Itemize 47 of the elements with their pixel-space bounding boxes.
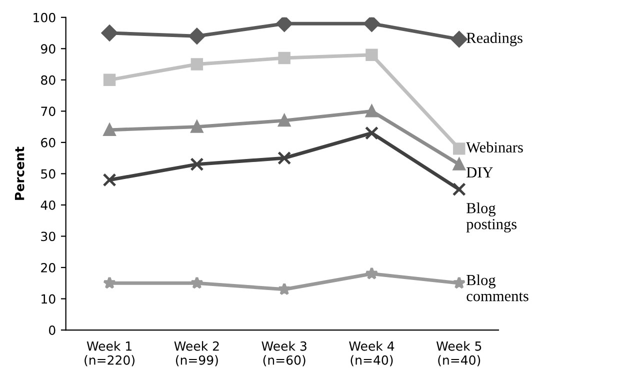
x-tick-label: Week 1 (n=220) <box>84 341 134 366</box>
y-tick-label: 20 <box>41 262 56 272</box>
point <box>452 276 466 289</box>
series-label: Readings <box>466 32 522 46</box>
point <box>278 282 291 296</box>
y-tick-label: 60 <box>41 138 56 148</box>
point <box>366 48 378 61</box>
point <box>276 17 292 32</box>
x-tick-label: Week 3 (n=60) <box>262 341 306 366</box>
point <box>365 266 378 280</box>
point <box>103 276 116 289</box>
point <box>190 58 204 70</box>
x-tick-label: Week 4 (n=40) <box>349 341 394 366</box>
y-tick-label: 70 <box>41 106 56 116</box>
point <box>452 182 466 196</box>
point <box>451 31 468 48</box>
point <box>188 28 206 44</box>
point <box>278 52 290 64</box>
series-label: Blog comments <box>466 274 528 302</box>
point <box>453 142 466 155</box>
y-axis-title: Percent <box>14 146 24 200</box>
point <box>364 17 380 32</box>
y-tick-label: 90 <box>40 44 56 54</box>
y-tick-label: 40 <box>40 200 56 210</box>
point <box>364 126 379 140</box>
point <box>190 120 204 133</box>
point <box>101 24 118 42</box>
x-tick-label: Week 5 (n=40) <box>436 341 482 366</box>
point <box>366 105 378 118</box>
point <box>278 151 292 165</box>
y-tick-label: 100 <box>34 12 56 22</box>
point <box>103 74 116 86</box>
point <box>103 124 116 136</box>
y-tick-label: 30 <box>41 232 56 242</box>
y-tick-label: 10 <box>42 294 56 304</box>
point <box>278 114 290 127</box>
y-tick-label: 0 <box>48 326 56 335</box>
point <box>190 276 204 289</box>
series-label: Webinars <box>466 142 523 153</box>
series-label: DIY <box>466 167 493 178</box>
y-tick-label: 50 <box>41 169 56 179</box>
y-tick-label: 80 <box>41 75 56 85</box>
series-label: Blog postings <box>466 202 517 232</box>
point <box>453 158 466 170</box>
point <box>102 173 116 187</box>
point <box>190 158 204 172</box>
x-tick-label: Week 2 (n=99) <box>174 341 219 366</box>
